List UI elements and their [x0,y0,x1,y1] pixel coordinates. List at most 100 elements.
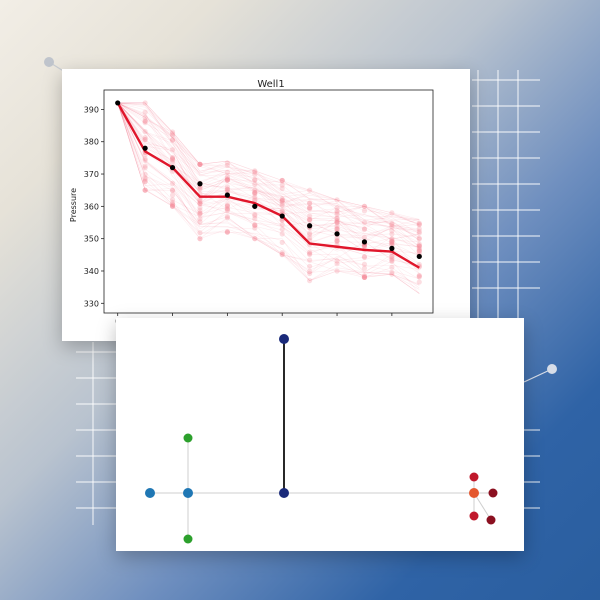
ensemble-point [169,137,176,143]
graph-node[interactable] [486,515,496,525]
ensemble-point [416,221,422,227]
ensemble-point [389,256,395,262]
ensemble-point [334,238,340,244]
graph-node[interactable] [469,472,479,482]
ensemble-point [307,204,313,211]
ensemble-line [117,102,420,238]
ensemble-point [307,235,313,241]
ensemble-point [361,219,368,226]
ensemble-point [389,237,395,243]
ensemble-point [307,213,313,219]
ensemble-point [361,274,368,281]
ensemble-point [389,239,395,245]
ensemble-point [252,194,258,200]
observed-point [142,145,148,151]
ensemble-point [197,207,203,213]
observed-point [115,100,121,106]
ensemble-point [416,248,422,254]
ensemble-point [416,273,422,279]
graph-node[interactable] [279,488,289,498]
ensemble-point [224,213,230,220]
ensemble-point [142,128,148,135]
graph-node[interactable] [183,433,193,443]
ensemble-line [117,102,420,247]
ensemble-line [117,102,420,229]
ensemble-point [389,220,395,227]
ensemble-point [279,182,285,188]
ensemble-point [252,168,258,174]
y-tick-label: 360 [84,202,99,211]
graph-node[interactable] [469,488,479,498]
ensemble-point [197,210,203,216]
plot-frame [103,89,434,314]
ensemble-point [361,226,368,232]
ensemble-line [117,102,420,257]
ensemble-point [197,161,203,167]
ensemble-point [252,190,258,196]
graph-node[interactable] [183,534,193,544]
ensemble-point [389,228,395,234]
ensemble-point [389,210,395,216]
ensemble-point [307,216,313,222]
ensemble-point [197,236,203,242]
graph-node[interactable] [469,511,479,521]
ensemble-point [307,251,313,257]
ensemble-point [197,185,203,191]
ensemble-line [117,102,420,237]
ensemble-point [334,238,340,244]
ensemble-point [361,254,368,260]
ensemble-point [252,225,258,231]
ensemble-point [252,222,258,228]
ensemble-point [307,200,313,207]
ensemble-point [279,177,285,184]
ensemble-point [279,196,285,202]
ensemble-point [197,201,203,207]
ensemble-point [334,227,340,233]
graph-node[interactable] [183,488,193,498]
ensemble-point [197,219,203,225]
ensemble-point [361,274,368,281]
ensemble-point [361,274,368,281]
ensemble-point [224,202,230,208]
ensemble-point [142,152,148,158]
ensemble-point [169,132,176,138]
ensemble-point [361,208,368,214]
ensemble-point [142,187,148,193]
ensemble-point [307,251,313,257]
graph-node[interactable] [488,488,498,498]
chart-title: Well1 [257,79,284,90]
ensemble-point [389,271,395,277]
ensemble-point [252,197,258,203]
ensemble-point [389,231,395,237]
y-tick-label: 370 [84,170,99,179]
ensemble-point [169,156,176,162]
ensemble-point [307,278,313,284]
ensemble-line [117,102,420,220]
ensemble-point [252,190,258,196]
ensemble-point [334,219,340,225]
ensemble-point [307,263,313,269]
ensemble-point [197,161,203,167]
ensemble-point [389,238,395,244]
observed-point [334,231,340,237]
ensemble-point [224,177,230,183]
ensemble-point [197,210,203,216]
ensemble-point [279,197,285,204]
ensemble-point [416,228,422,235]
ensemble-point [361,274,368,281]
ensemble-point [279,201,285,207]
ensemble-point [169,203,176,209]
ensemble-point [197,205,203,211]
observed-point [361,239,368,245]
ensemble-point [169,187,176,193]
ensemble-point [142,179,148,185]
ensemble-point [224,162,230,168]
graph-node[interactable] [279,334,289,344]
ensemble-point [389,221,395,228]
ensemble-point [334,261,340,267]
ensemble-line [117,102,420,289]
ensemble-point [197,236,203,242]
ensemble-point [361,243,368,250]
ensemble-point [279,198,285,204]
graph-node[interactable] [145,488,155,498]
